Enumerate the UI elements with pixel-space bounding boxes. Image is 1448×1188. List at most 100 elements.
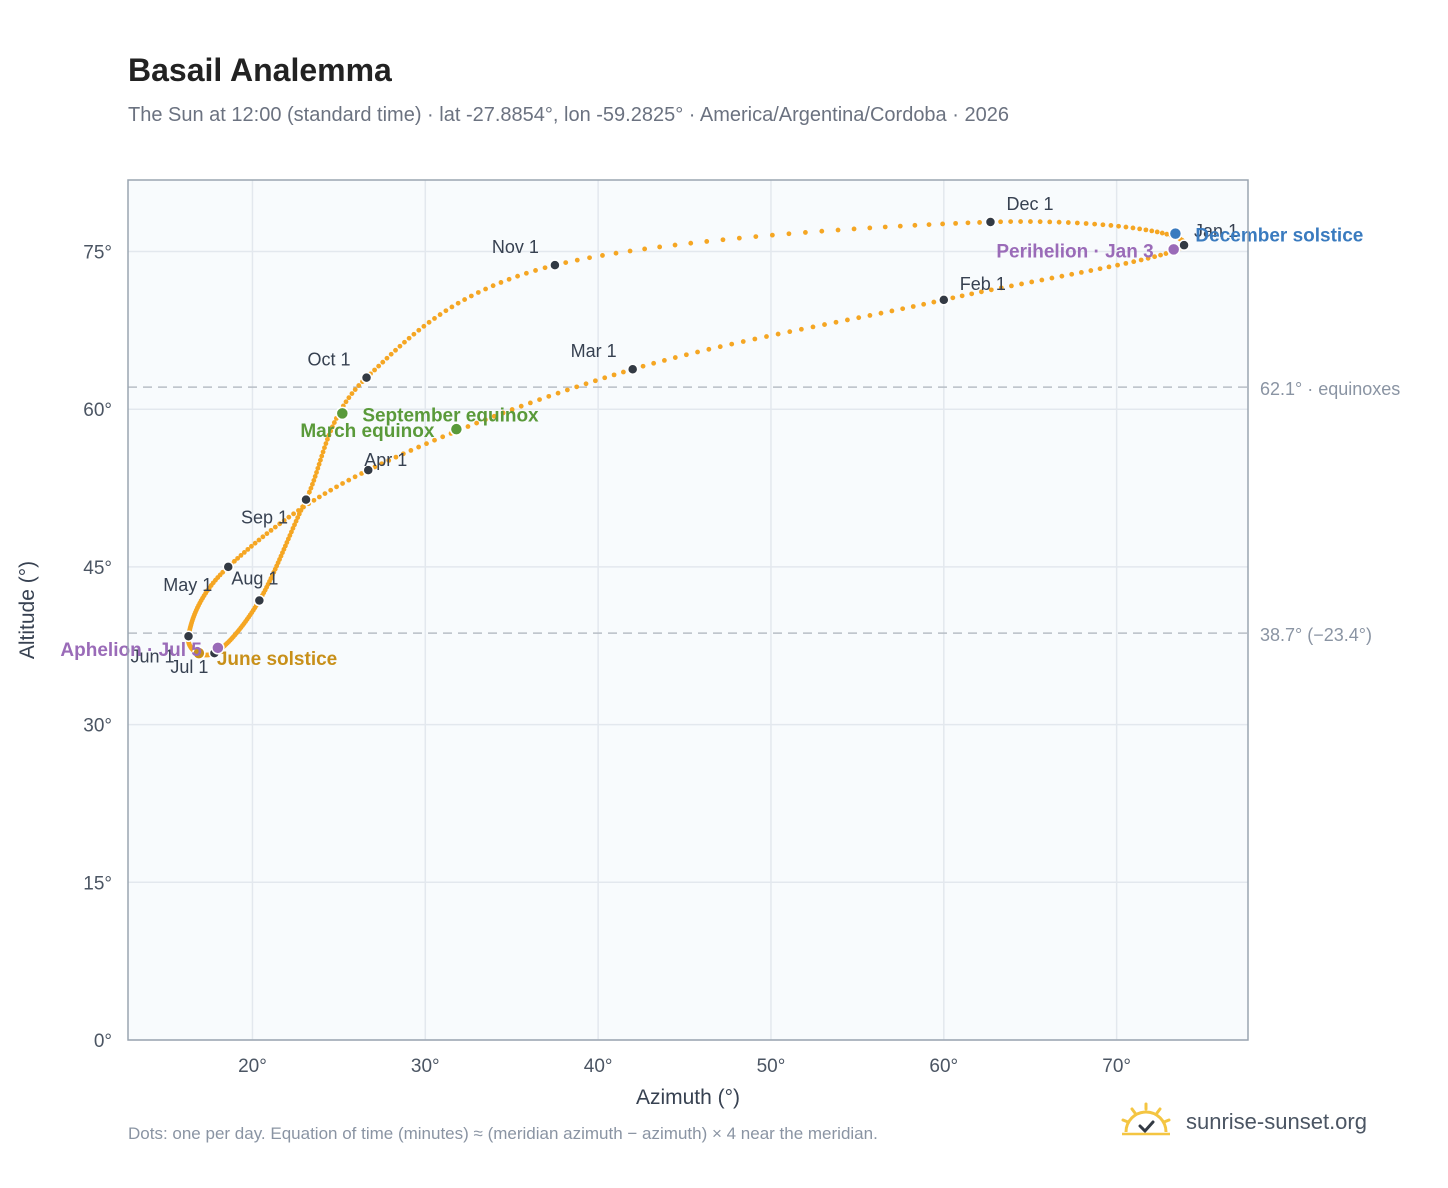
month-dot xyxy=(1178,239,1190,251)
daily-dot xyxy=(661,357,667,363)
daily-dot xyxy=(706,346,712,352)
daily-dot xyxy=(769,232,775,238)
daily-dot xyxy=(232,558,237,564)
daily-dot xyxy=(388,351,394,357)
daily-dot xyxy=(835,227,841,233)
daily-dot xyxy=(657,244,663,250)
daily-dot xyxy=(1074,220,1080,226)
daily-dot xyxy=(498,280,504,285)
daily-dot xyxy=(475,290,481,295)
daily-dot xyxy=(356,383,362,388)
brand[interactable]: sunrise-sunset.org xyxy=(1120,1102,1367,1142)
daily-dot xyxy=(249,543,254,549)
daily-dot xyxy=(1009,283,1014,289)
daily-dot xyxy=(235,555,241,561)
daily-dot xyxy=(822,322,827,327)
daily-dot xyxy=(1008,219,1014,225)
daily-dot xyxy=(1158,252,1163,258)
daily-dot xyxy=(542,265,548,271)
daily-dot xyxy=(523,270,529,276)
daily-dot xyxy=(241,550,247,555)
daily-dot xyxy=(1059,273,1065,279)
y-tick-label: 0° xyxy=(94,1031,112,1052)
daily-dot xyxy=(515,273,520,279)
daily-dot xyxy=(988,287,994,293)
event-label: June solstice xyxy=(217,649,337,670)
daily-dot xyxy=(583,381,589,387)
daily-dot xyxy=(296,511,302,517)
event-dot xyxy=(449,422,464,436)
daily-dot xyxy=(331,420,337,425)
month-label: Jun 1 xyxy=(130,646,174,666)
daily-dot xyxy=(819,228,825,234)
month-label: Sep 1 xyxy=(241,508,288,528)
daily-dot xyxy=(281,518,287,523)
month-label: Apr 1 xyxy=(364,450,407,470)
daily-dot xyxy=(912,222,918,228)
month-dot xyxy=(360,371,373,384)
month-dot xyxy=(626,363,639,375)
daily-dot xyxy=(318,457,323,463)
daily-dot xyxy=(291,511,296,517)
daily-dot xyxy=(426,319,432,325)
daily-dot xyxy=(867,225,873,231)
daily-dot xyxy=(1039,277,1045,283)
plot-background xyxy=(128,180,1248,1040)
daily-dot xyxy=(1047,219,1053,225)
daily-dot xyxy=(998,219,1003,225)
daily-dot xyxy=(926,222,932,228)
daily-dot xyxy=(432,316,437,321)
month-label: Dec 1 xyxy=(1006,194,1053,214)
daily-dot xyxy=(340,481,345,486)
daily-dot xyxy=(833,319,839,325)
month-label: Aug 1 xyxy=(231,569,278,589)
daily-dot xyxy=(640,363,646,369)
daily-dot xyxy=(1154,229,1160,235)
daily-dot xyxy=(443,308,449,314)
month-label: Feb 1 xyxy=(960,274,1006,294)
y-tick-label: 15° xyxy=(83,873,112,894)
month-dot xyxy=(222,561,234,573)
daily-dot xyxy=(931,299,937,305)
daily-dot xyxy=(468,293,474,299)
daily-dot xyxy=(421,323,427,329)
daily-dot xyxy=(272,524,278,530)
daily-dot xyxy=(1019,281,1024,287)
daily-dot xyxy=(482,417,488,423)
daily-dot xyxy=(592,378,598,384)
daily-dot xyxy=(277,521,283,527)
daily-dot xyxy=(432,437,437,443)
daily-dot xyxy=(349,391,355,397)
daily-dot xyxy=(300,504,306,510)
event-label: December solstice xyxy=(1195,226,1363,247)
daily-dot xyxy=(325,436,330,442)
daily-dot xyxy=(326,432,332,438)
daily-dot xyxy=(729,341,735,347)
daily-dot xyxy=(437,312,443,317)
daily-dot xyxy=(352,474,358,480)
x-tick-label: 70° xyxy=(1102,1056,1131,1077)
daily-dot xyxy=(1149,228,1155,234)
daily-dot xyxy=(346,395,352,401)
daily-dot xyxy=(346,477,352,483)
daily-dot xyxy=(424,441,429,447)
daily-dot xyxy=(500,410,506,416)
reference-lines: 62.1° · equinoxes 38.7° (−23.4°) xyxy=(128,379,1400,645)
daily-dot xyxy=(587,255,592,261)
daily-dot xyxy=(1145,255,1151,261)
daily-dot xyxy=(900,306,906,312)
daily-dot xyxy=(717,344,723,350)
daily-dot xyxy=(672,242,678,248)
daily-dot xyxy=(1138,257,1144,263)
daily-dot xyxy=(308,485,314,491)
daily-dot xyxy=(379,461,385,467)
daily-dot xyxy=(359,471,364,476)
month-dot xyxy=(938,294,950,306)
daily-dot xyxy=(867,313,873,318)
daily-dot xyxy=(506,276,512,282)
daily-dot xyxy=(1078,270,1084,275)
daily-dot xyxy=(564,387,570,393)
daily-dot xyxy=(1097,266,1103,272)
x-tick-label: 20° xyxy=(238,1056,267,1077)
